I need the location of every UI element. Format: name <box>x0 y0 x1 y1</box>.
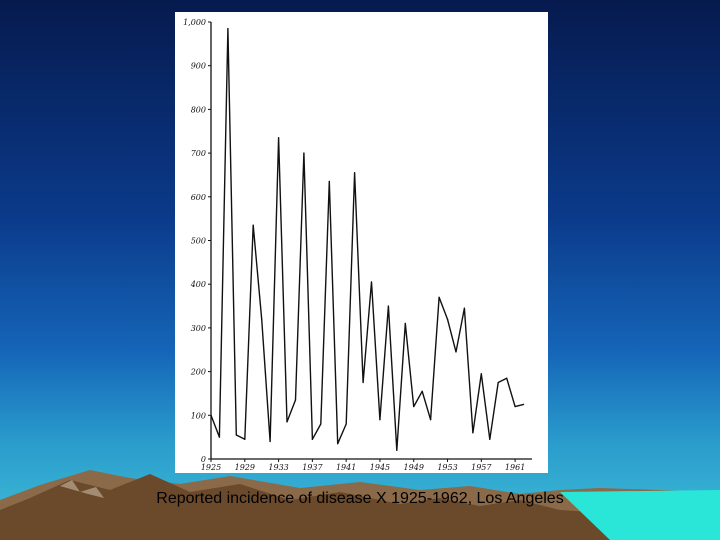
y-axis-ticks: 0 100 200 300 400 500 600 700 800 900 1,000 <box>183 18 211 464</box>
data-point <box>379 419 381 421</box>
x-tick-label: 1961 <box>505 463 525 472</box>
y-tick-label: 200 <box>190 368 206 377</box>
x-tick-label: 1925 <box>201 463 221 472</box>
data-point <box>354 172 356 174</box>
mountain-front <box>0 474 720 540</box>
y-tick-label: 0 <box>201 455 206 464</box>
x-tick-label: 1941 <box>336 463 356 472</box>
data-point <box>404 322 406 325</box>
series-line <box>210 27 524 451</box>
data-point <box>387 305 389 307</box>
data-point <box>522 403 525 405</box>
x-axis-ticks: 1925 1929 1933 1937 1941 1945 1949 1953 1957 1961 <box>201 459 525 472</box>
data-point <box>362 381 364 384</box>
data-point <box>337 443 339 445</box>
y-tick-label: 900 <box>191 62 206 71</box>
data-point <box>210 414 212 416</box>
y-tick-label: 100 <box>191 411 206 420</box>
x-tick-label: 1937 <box>302 463 323 472</box>
mountain-highlight <box>60 480 104 498</box>
data-point <box>480 373 482 375</box>
data-point <box>311 438 313 440</box>
chart-panel: 0 100 200 300 400 500 600 700 800 900 1,000 1925 19… <box>175 12 548 473</box>
x-tick-label: 1945 <box>370 463 390 472</box>
data-point <box>438 296 440 298</box>
data-point <box>514 405 516 408</box>
data-point <box>286 421 288 423</box>
data-point <box>345 423 347 425</box>
data-point <box>252 224 254 226</box>
data-point <box>446 318 449 320</box>
y-tick-label: 300 <box>191 324 206 333</box>
data-point <box>472 432 474 434</box>
data-point <box>244 438 246 440</box>
y-tick-label: 400 <box>190 280 206 289</box>
data-point <box>218 436 221 438</box>
data-point <box>269 440 271 443</box>
y-tick-label: 600 <box>191 193 206 202</box>
sea-band <box>560 490 720 540</box>
data-point <box>370 281 373 283</box>
data-point <box>328 180 330 183</box>
slide-caption: Reported incidence of disease X 1925-196… <box>156 490 564 507</box>
data-point <box>421 390 423 392</box>
y-tick-label: 1,000 <box>183 18 206 27</box>
data-point <box>413 405 415 408</box>
y-tick-label: 700 <box>191 149 206 158</box>
data-point <box>227 27 229 30</box>
data-point <box>463 307 466 309</box>
x-tick-label: 1949 <box>404 463 424 472</box>
data-point <box>396 449 398 451</box>
data-point <box>294 399 297 401</box>
data-point <box>497 381 499 384</box>
x-tick-label: 1929 <box>235 463 255 472</box>
data-point <box>430 419 432 421</box>
y-tick-label: 500 <box>191 237 206 246</box>
data-point <box>235 434 237 436</box>
y-tick-label: 800 <box>191 105 206 114</box>
x-tick-label: 1953 <box>437 463 457 472</box>
x-tick-label: 1957 <box>471 463 492 472</box>
x-tick-label: 1933 <box>268 463 288 472</box>
data-point <box>489 438 491 440</box>
data-point <box>455 351 457 353</box>
series <box>210 27 525 451</box>
data-point <box>261 318 263 320</box>
data-point <box>277 137 280 139</box>
data-point <box>320 423 322 425</box>
data-point <box>303 152 305 154</box>
data-point <box>506 377 508 379</box>
